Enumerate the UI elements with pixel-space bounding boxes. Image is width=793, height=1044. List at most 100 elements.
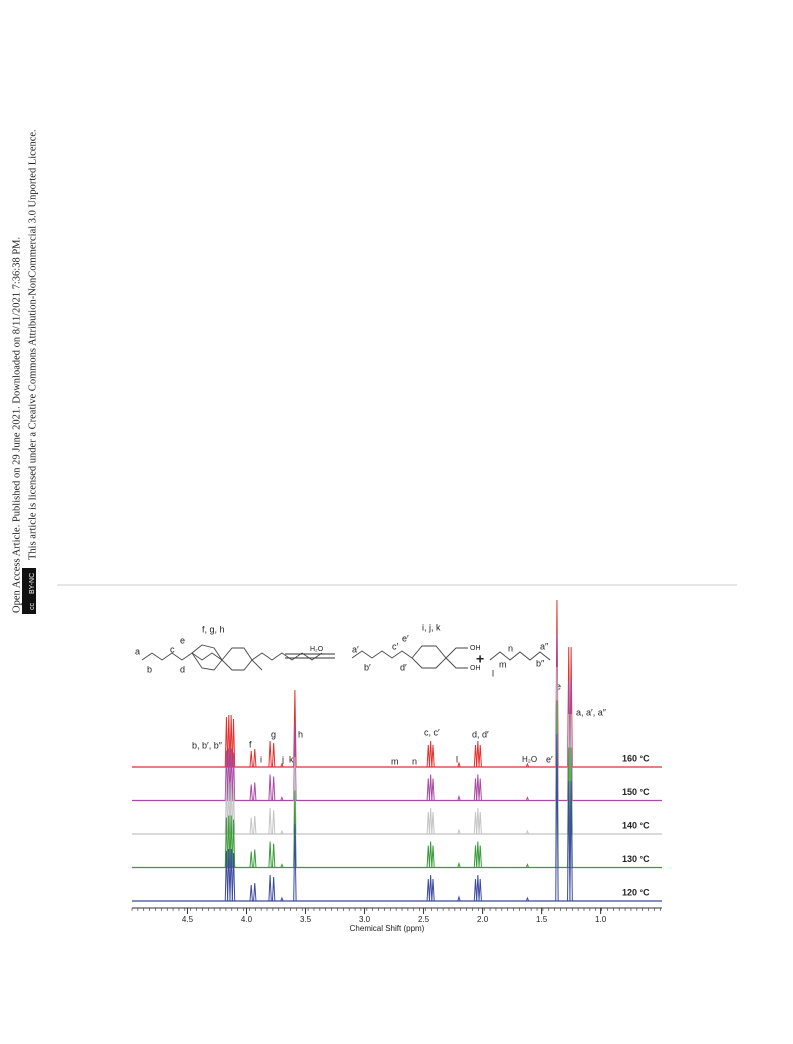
peak: [229, 815, 233, 868]
atom-label: d′: [400, 662, 407, 672]
peak: [293, 723, 297, 801]
peak: [231, 852, 236, 902]
peak: [268, 874, 272, 902]
bond: [351, 650, 413, 659]
series-label: 140 °C: [622, 820, 650, 830]
peak: [293, 756, 297, 835]
ring: [411, 645, 447, 669]
peak: [271, 809, 276, 835]
peak: [268, 841, 272, 868]
peak: [227, 815, 231, 868]
peak: [478, 845, 482, 868]
peak: [280, 762, 284, 768]
peak: [473, 878, 478, 902]
atom-label: f, g, h: [202, 624, 225, 634]
peak: [227, 848, 231, 902]
peak-labels: b, b′, b″ f i g j k h m n c, c′ l d, d′ …: [192, 681, 607, 766]
peak: [280, 829, 284, 835]
x-tick-label: 4.0: [241, 915, 253, 924]
peak: [280, 896, 284, 902]
peak-label: j: [281, 754, 284, 764]
peak: [428, 874, 433, 902]
peak: [426, 845, 430, 868]
peak: [525, 896, 530, 902]
peak: [525, 762, 530, 768]
peak-label: e: [556, 681, 561, 691]
peak-label: e′: [546, 754, 553, 764]
peak: [473, 744, 478, 768]
peak: [473, 778, 478, 801]
peak: [431, 878, 435, 902]
atom-label: a′: [352, 644, 359, 654]
peak: [280, 863, 284, 868]
peak: [253, 782, 257, 801]
peak: [426, 744, 430, 768]
peak: [227, 781, 231, 835]
peak: [457, 794, 461, 801]
series-label: 150 °C: [622, 787, 650, 797]
atom-label: d: [180, 664, 185, 674]
sidebar-line: This article is licensed under a Creativ…: [27, 129, 38, 560]
x-tick-label: 4.5: [182, 915, 194, 924]
license-badge: [22, 568, 36, 614]
bond: [141, 652, 223, 661]
peak-label: l: [456, 754, 458, 764]
atom-label: b′: [364, 662, 371, 672]
atom-label: i, j, k: [422, 622, 441, 632]
series-label: 130 °C: [622, 854, 650, 864]
peak: [271, 876, 276, 902]
peak: [249, 784, 253, 801]
peak: [555, 733, 559, 902]
peak-label: n: [412, 756, 417, 766]
peak: [428, 807, 433, 835]
peak: [231, 785, 236, 835]
peak: [293, 689, 297, 768]
bond: [489, 651, 551, 661]
peak: [431, 744, 435, 768]
peak: [231, 819, 236, 868]
ring: [191, 644, 223, 671]
badge-text: BY-NC: [29, 573, 36, 594]
peak: [268, 740, 272, 768]
peak: [476, 841, 480, 868]
peak: [253, 748, 257, 768]
plus: +: [476, 651, 484, 667]
atom-label: l: [492, 668, 494, 678]
peak: [249, 851, 253, 868]
peak: [268, 807, 272, 835]
series-label: 120 °C: [622, 887, 650, 897]
peak: [431, 778, 435, 801]
reagent: H₂O: [310, 646, 324, 653]
peak: [431, 845, 435, 868]
peak: [229, 714, 233, 768]
scheme: a b c d e f, g, h H₂O a′ b′ c′ d′ e′ i, …: [135, 622, 551, 678]
peak: [473, 845, 478, 868]
atom-label: b″: [536, 658, 545, 668]
atom-label: m: [499, 659, 507, 669]
peak: [227, 748, 231, 801]
peak: [224, 817, 229, 868]
peak: [525, 796, 530, 801]
bond: [445, 647, 468, 659]
series-label: 160 °C: [622, 753, 650, 763]
peak-label: i: [260, 754, 262, 764]
peak-label: d, d′: [472, 729, 489, 739]
atom-label: n: [508, 643, 513, 653]
peak: [428, 740, 433, 768]
x-axis-title: Chemical Shift (ppm): [350, 924, 425, 933]
peak: [476, 807, 480, 835]
peak-label: m: [391, 756, 399, 766]
peak: [426, 811, 430, 835]
badge-cc: cc: [29, 603, 36, 611]
atom-label: a″: [540, 641, 549, 651]
peak: [268, 774, 272, 801]
peak: [457, 828, 461, 835]
peak: [229, 748, 233, 801]
peak-label: H₂O: [522, 755, 537, 764]
x-tick-label: 3.5: [300, 915, 312, 924]
atom-label: c′: [392, 641, 399, 651]
peak-label: a, a′, a″: [576, 707, 607, 717]
peak: [253, 849, 257, 868]
peak: [569, 780, 573, 902]
peak: [525, 829, 530, 835]
